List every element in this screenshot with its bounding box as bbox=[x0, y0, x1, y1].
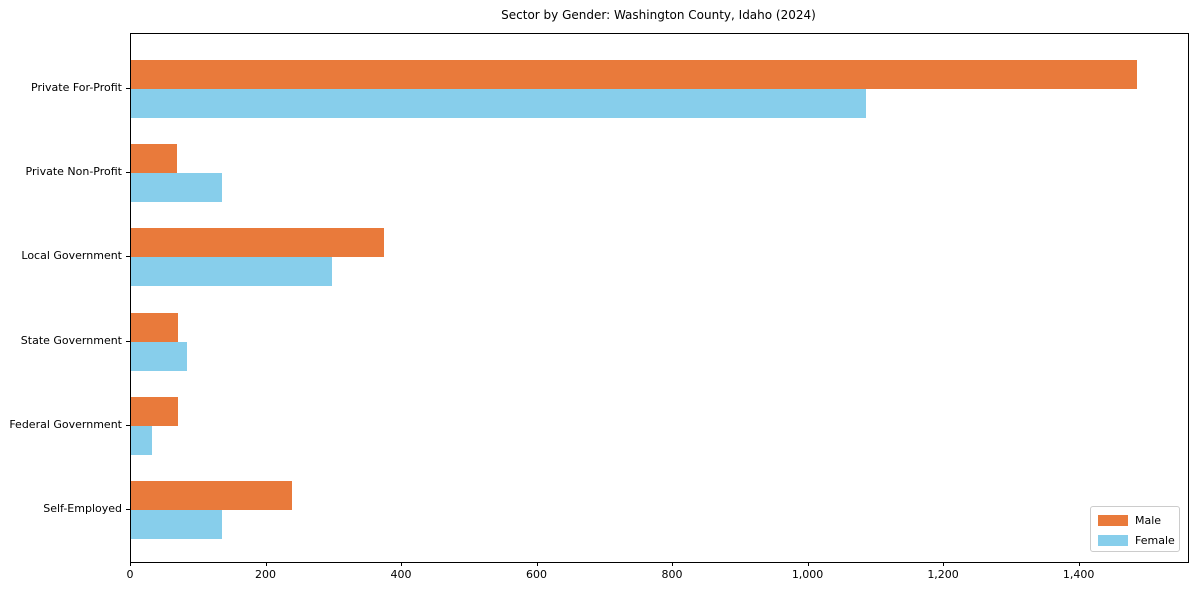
x-tick-mark-7 bbox=[1078, 562, 1080, 566]
bar-female-1 bbox=[131, 173, 223, 203]
y-tick-label-5: Self-Employed bbox=[43, 502, 122, 515]
y-tick-label-3: State Government bbox=[20, 333, 122, 347]
x-tick-mark-1 bbox=[265, 562, 267, 566]
x-tick-mark-3 bbox=[536, 562, 538, 566]
bar-female-2 bbox=[131, 257, 332, 287]
x-tick-label-5: 1,000 bbox=[791, 568, 824, 581]
bar-female-3 bbox=[131, 341, 187, 371]
legend: Male Female bbox=[1090, 506, 1180, 552]
y-tick-mark-1 bbox=[126, 172, 130, 174]
y-tick-label-4: Federal Government bbox=[9, 417, 122, 431]
legend-label-female: Female bbox=[1135, 533, 1175, 547]
legend-entry-male: Male bbox=[1098, 513, 1162, 527]
legend-label-male: Male bbox=[1135, 513, 1162, 527]
x-tick-mark-5 bbox=[807, 562, 809, 566]
bar-male-0 bbox=[131, 60, 1138, 89]
legend-swatch-female bbox=[1098, 534, 1128, 546]
bar-male-1 bbox=[131, 144, 178, 174]
y-tick-mark-0 bbox=[126, 88, 130, 89]
x-tick-label-2: 400 bbox=[390, 568, 412, 581]
y-tick-label-0: Private For-Profit bbox=[31, 81, 122, 94]
x-tick-mark-0 bbox=[130, 562, 131, 566]
chart-title: Sector by Gender: Washington County, Ida… bbox=[501, 8, 816, 22]
x-tick-mark-2 bbox=[401, 562, 403, 566]
bar-male-3 bbox=[131, 312, 179, 342]
x-tick-label-4: 800 bbox=[661, 568, 683, 581]
x-tick-mark-4 bbox=[672, 562, 674, 566]
legend-swatch-male bbox=[1098, 514, 1128, 526]
x-tick-label-0: 0 bbox=[126, 568, 134, 581]
bar-female-5 bbox=[131, 510, 223, 539]
y-tick-mark-2 bbox=[126, 256, 130, 258]
plot-area bbox=[130, 33, 1189, 563]
y-tick-mark-3 bbox=[126, 340, 130, 342]
x-tick-label-3: 600 bbox=[526, 568, 548, 581]
bar-female-0 bbox=[131, 89, 867, 118]
bar-male-2 bbox=[131, 228, 385, 258]
y-tick-mark-4 bbox=[126, 424, 130, 426]
legend-entry-female: Female bbox=[1098, 533, 1175, 547]
x-tick-label-6: 1,200 bbox=[927, 568, 959, 581]
y-tick-label-2: Local Government bbox=[21, 249, 122, 263]
x-tick-mark-6 bbox=[943, 562, 945, 566]
x-tick-label-7: 1,400 bbox=[1062, 568, 1095, 581]
bar-male-4 bbox=[131, 396, 179, 426]
y-tick-mark-5 bbox=[126, 509, 130, 510]
x-tick-label-1: 200 bbox=[255, 568, 276, 581]
bar-male-5 bbox=[131, 481, 292, 510]
y-tick-label-1: Private Non-Profit bbox=[25, 165, 122, 179]
bar-female-4 bbox=[131, 425, 152, 455]
